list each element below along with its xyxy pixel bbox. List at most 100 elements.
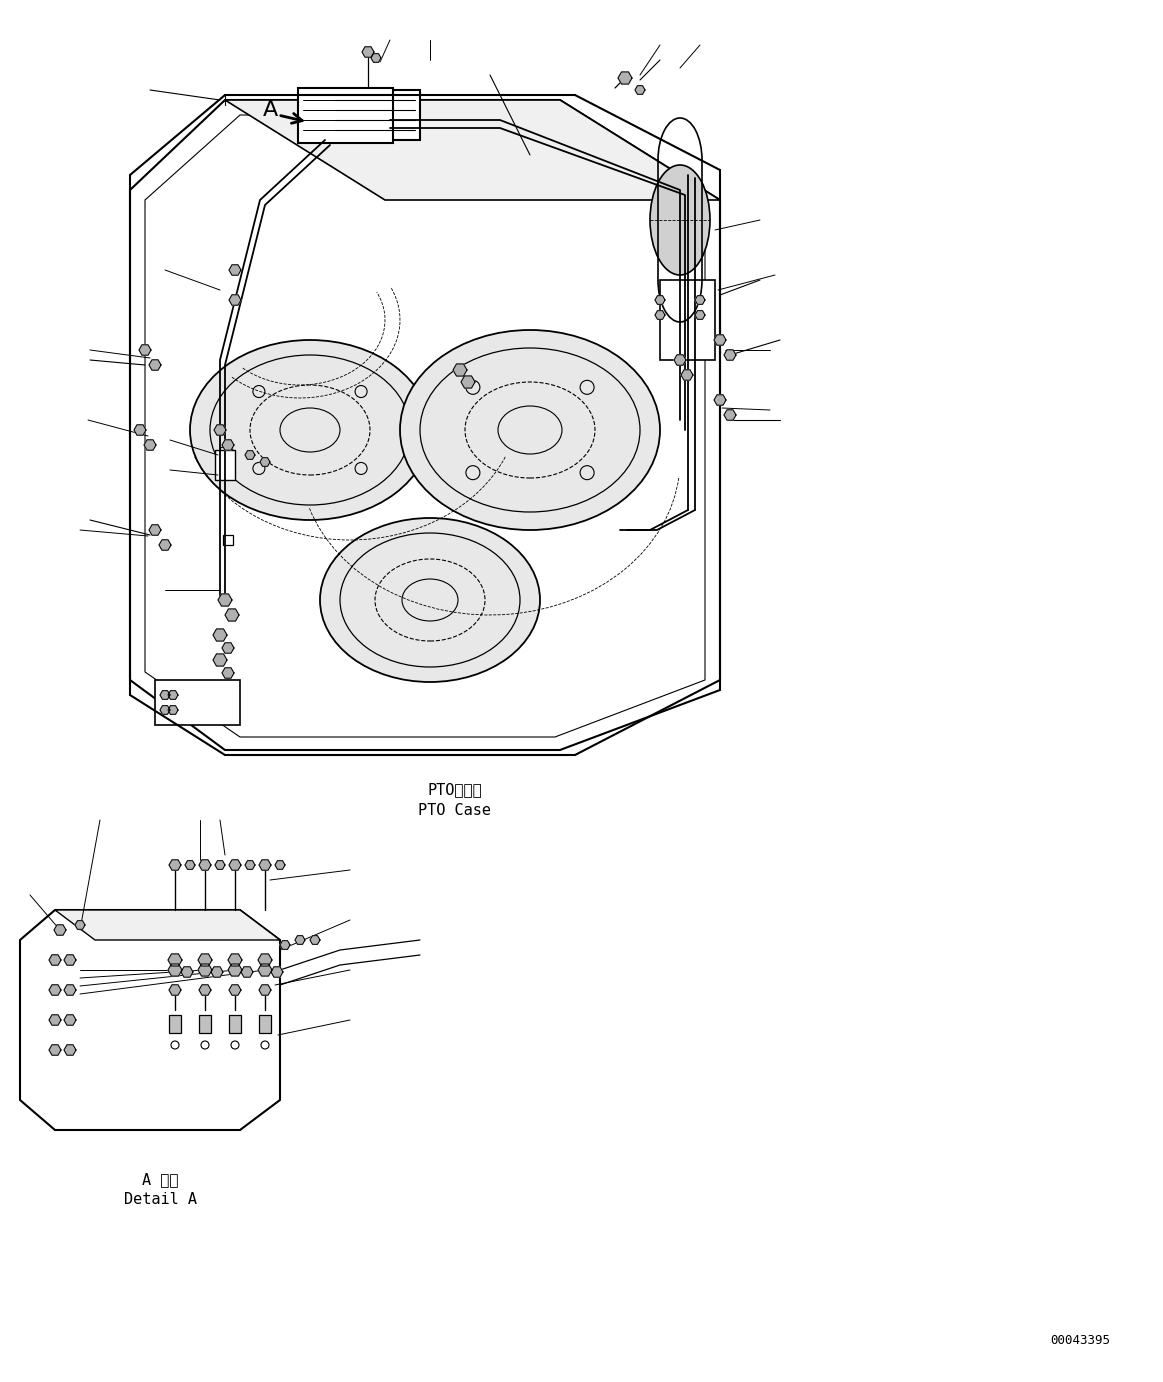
Polygon shape xyxy=(245,861,255,869)
Polygon shape xyxy=(258,963,272,976)
Text: PTOケース: PTOケース xyxy=(428,782,483,797)
Polygon shape xyxy=(311,936,320,944)
Polygon shape xyxy=(181,967,193,977)
Polygon shape xyxy=(144,439,156,451)
Bar xyxy=(223,467,233,477)
Bar xyxy=(199,1014,211,1032)
Polygon shape xyxy=(222,643,234,654)
Polygon shape xyxy=(20,909,280,1130)
Ellipse shape xyxy=(650,164,709,275)
Polygon shape xyxy=(222,439,234,451)
Polygon shape xyxy=(167,963,181,976)
Polygon shape xyxy=(229,265,241,275)
Polygon shape xyxy=(199,860,211,871)
Polygon shape xyxy=(159,540,171,550)
Polygon shape xyxy=(695,311,705,319)
Polygon shape xyxy=(295,936,305,944)
Polygon shape xyxy=(64,1014,76,1025)
Bar xyxy=(330,90,420,140)
Bar xyxy=(659,281,715,359)
Polygon shape xyxy=(245,451,255,459)
Polygon shape xyxy=(140,344,151,355)
Polygon shape xyxy=(49,1014,60,1025)
Polygon shape xyxy=(169,860,181,871)
Bar xyxy=(220,446,231,459)
Text: PTO Case: PTO Case xyxy=(419,803,492,818)
Polygon shape xyxy=(461,376,475,388)
Polygon shape xyxy=(714,395,726,405)
Bar xyxy=(223,535,233,545)
Polygon shape xyxy=(198,963,212,976)
Polygon shape xyxy=(149,359,160,370)
Polygon shape xyxy=(725,350,736,361)
Polygon shape xyxy=(695,296,705,304)
Polygon shape xyxy=(134,424,147,435)
Bar xyxy=(215,451,235,480)
Ellipse shape xyxy=(400,330,659,531)
Polygon shape xyxy=(64,985,76,995)
Polygon shape xyxy=(454,363,468,376)
Polygon shape xyxy=(169,985,181,995)
Polygon shape xyxy=(49,955,60,965)
Polygon shape xyxy=(64,955,76,965)
Polygon shape xyxy=(655,311,665,319)
Polygon shape xyxy=(259,985,271,995)
Bar xyxy=(259,1014,271,1032)
Polygon shape xyxy=(74,920,85,929)
Polygon shape xyxy=(224,609,240,621)
Polygon shape xyxy=(185,861,195,869)
Polygon shape xyxy=(655,296,665,304)
Polygon shape xyxy=(271,967,283,977)
Polygon shape xyxy=(229,985,241,995)
Polygon shape xyxy=(199,985,211,995)
Ellipse shape xyxy=(190,340,430,520)
Polygon shape xyxy=(167,706,178,714)
Polygon shape xyxy=(149,525,160,535)
Polygon shape xyxy=(160,691,170,699)
Polygon shape xyxy=(675,355,686,365)
Polygon shape xyxy=(213,654,227,666)
Polygon shape xyxy=(224,100,720,200)
Polygon shape xyxy=(259,860,271,871)
Polygon shape xyxy=(214,424,226,435)
Bar xyxy=(298,88,393,142)
Text: A 詳細: A 詳細 xyxy=(142,1172,178,1187)
Polygon shape xyxy=(241,967,254,977)
Polygon shape xyxy=(198,954,212,966)
Bar xyxy=(229,1014,241,1032)
Polygon shape xyxy=(725,410,736,420)
Polygon shape xyxy=(160,706,170,714)
Polygon shape xyxy=(49,1045,60,1056)
Polygon shape xyxy=(55,909,280,940)
Polygon shape xyxy=(362,47,374,57)
Polygon shape xyxy=(211,967,223,977)
Polygon shape xyxy=(635,86,645,94)
Polygon shape xyxy=(49,985,60,995)
Polygon shape xyxy=(64,1045,76,1056)
Polygon shape xyxy=(167,954,181,966)
Ellipse shape xyxy=(320,518,540,681)
Polygon shape xyxy=(228,963,242,976)
Polygon shape xyxy=(682,370,693,380)
Polygon shape xyxy=(261,457,270,466)
Polygon shape xyxy=(258,954,272,966)
Bar xyxy=(155,680,240,726)
Polygon shape xyxy=(130,100,720,750)
Polygon shape xyxy=(217,594,231,607)
Polygon shape xyxy=(280,941,290,949)
Polygon shape xyxy=(213,629,227,641)
Text: A: A xyxy=(263,100,278,120)
Polygon shape xyxy=(222,668,234,679)
Polygon shape xyxy=(215,861,224,869)
Polygon shape xyxy=(228,954,242,966)
Polygon shape xyxy=(618,72,632,84)
Polygon shape xyxy=(371,54,381,62)
Polygon shape xyxy=(229,860,241,871)
Text: Detail A: Detail A xyxy=(123,1193,197,1208)
Bar xyxy=(169,1014,181,1032)
Polygon shape xyxy=(53,925,66,936)
Text: 00043395: 00043395 xyxy=(1050,1334,1110,1346)
Polygon shape xyxy=(274,861,285,869)
Polygon shape xyxy=(167,691,178,699)
Polygon shape xyxy=(714,334,726,346)
